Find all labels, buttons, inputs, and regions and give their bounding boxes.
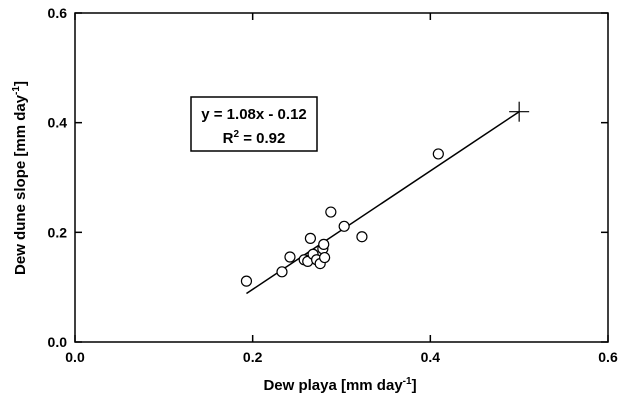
data-point — [304, 232, 317, 244]
data-point — [319, 251, 331, 264]
x-axis-label: Dew playa [mm day-1] — [263, 376, 416, 394]
data-point — [276, 266, 288, 278]
data-point — [240, 275, 253, 287]
regression-line-group — [246, 111, 520, 295]
x-tick-label: 0.2 — [243, 349, 263, 365]
equation-box-border — [190, 96, 318, 152]
plot-area — [74, 12, 609, 343]
data-point — [284, 251, 296, 263]
x-tick-label: 0.0 — [65, 349, 85, 365]
x-tick-label: 0.6 — [598, 349, 618, 365]
y-tick-label: 0.4 — [48, 115, 68, 131]
r-squared-label: R2 = 0.92 — [223, 129, 286, 147]
regression-line — [246, 111, 520, 295]
data-point — [338, 220, 350, 232]
x-axis-ticks: 0.0 0.2 0.4 0.6 — [65, 13, 618, 365]
data-point — [318, 238, 330, 250]
reference-point-group — [509, 101, 530, 122]
data-point — [432, 148, 444, 160]
y-axis-label: Dew dune slope [mm day-1] — [11, 81, 29, 275]
y-axis-ticks: 0.0 0.2 0.4 0.6 — [48, 5, 608, 350]
data-point — [325, 206, 337, 218]
plot-border — [74, 12, 609, 343]
regression-equation: y = 1.08x - 0.12 — [201, 106, 307, 123]
x-tick-label: 0.4 — [421, 349, 441, 365]
data-points — [240, 148, 444, 287]
y-tick-label: 0.0 — [48, 334, 68, 350]
equation-box: y = 1.08x - 0.12 R2 = 0.92 — [190, 96, 318, 152]
data-point — [356, 231, 368, 243]
y-tick-label: 0.6 — [48, 5, 68, 21]
y-tick-label: 0.2 — [48, 224, 68, 240]
